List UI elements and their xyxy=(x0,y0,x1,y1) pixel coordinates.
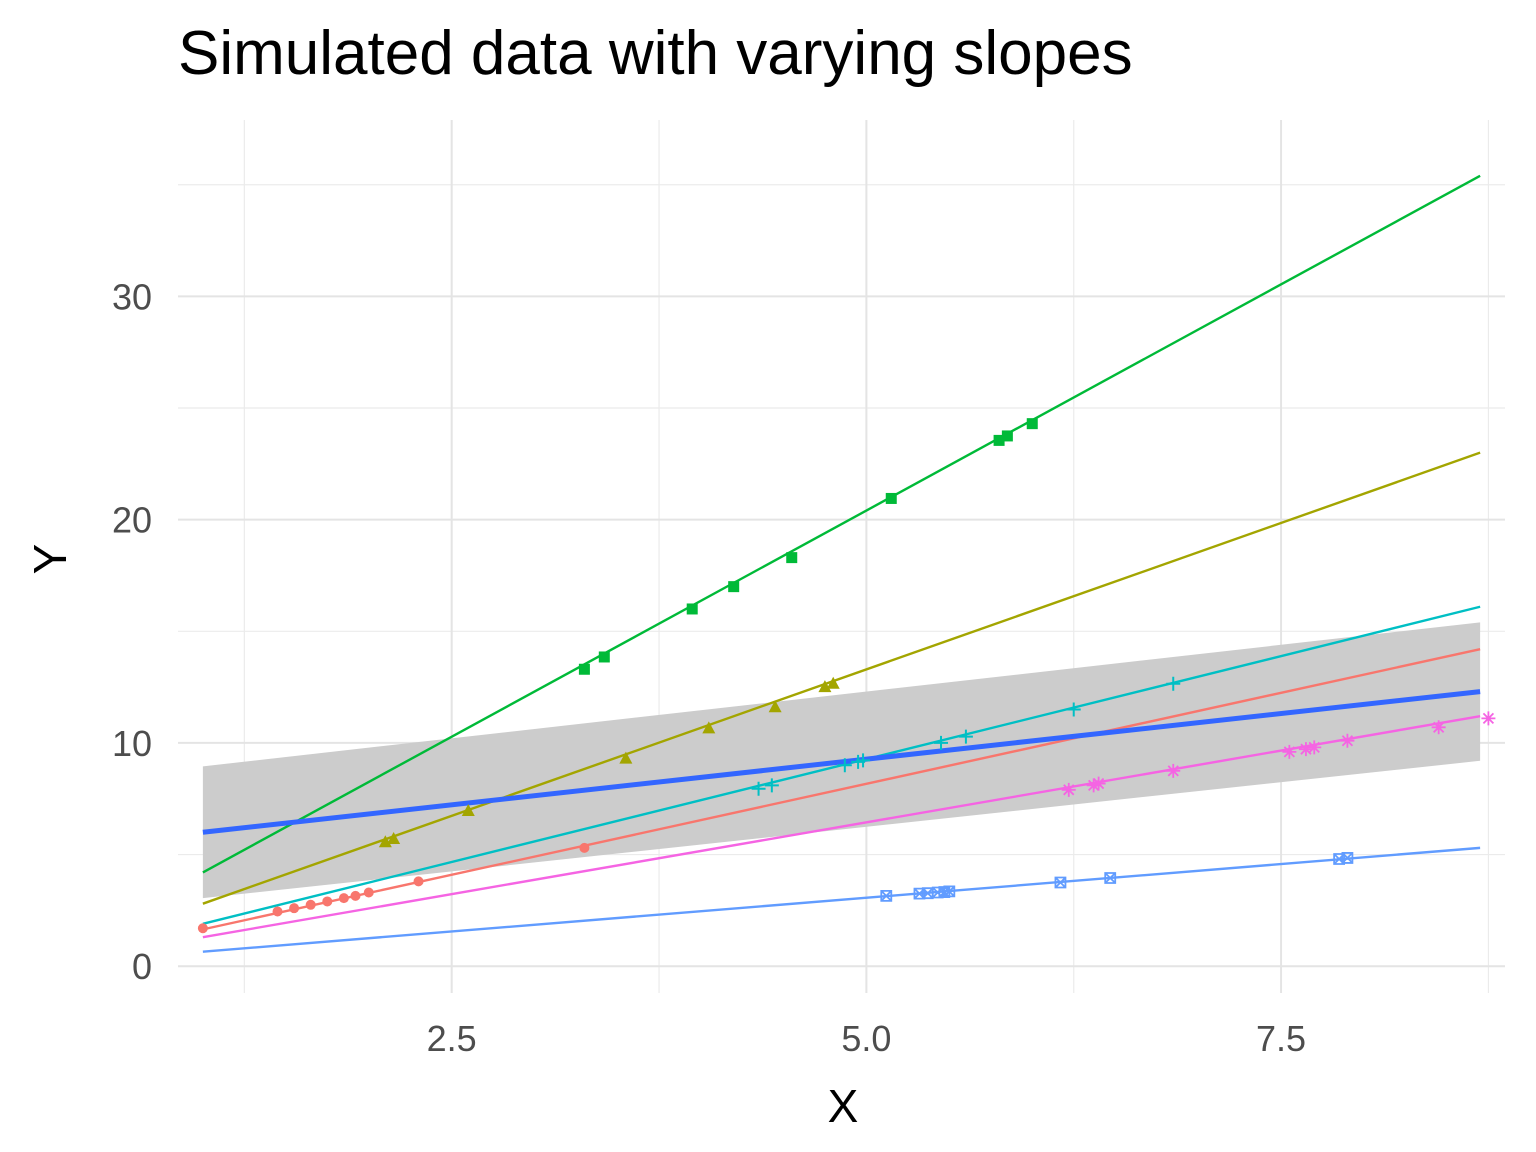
data-point-group-2 xyxy=(461,804,475,817)
data-point-group-1 xyxy=(322,896,333,907)
data-point-group-1 xyxy=(338,893,349,904)
data-point-group-4 xyxy=(751,781,766,796)
fit-line-group-2 xyxy=(202,451,1481,905)
data-point-group-4 xyxy=(764,778,779,793)
fit-lines xyxy=(202,174,1481,953)
x-tick-label: 2.5 xyxy=(427,1018,477,1059)
data-point-group-1 xyxy=(272,906,283,917)
data-point-group-2 xyxy=(768,700,782,713)
data-point-group-6 xyxy=(1307,740,1322,755)
data-point-group-4 xyxy=(934,735,949,750)
chart-title: Simulated data with varying slopes xyxy=(178,19,1133,88)
data-point-group-2 xyxy=(818,680,832,693)
data-point-group-3 xyxy=(786,552,798,564)
data-point-group-5 xyxy=(1104,872,1117,884)
data-point-group-6 xyxy=(1086,778,1101,793)
data-point-group-3 xyxy=(578,663,590,675)
data-point-group-1 xyxy=(305,899,316,910)
data-point-group-6 xyxy=(1091,776,1106,791)
data-point-group-5 xyxy=(1341,852,1354,864)
data-point-group-1 xyxy=(413,876,424,887)
data-point-group-4 xyxy=(1166,676,1181,691)
y-tick-label: 10 xyxy=(112,723,152,764)
data-point-group-3 xyxy=(1026,418,1038,430)
data-point-group-5 xyxy=(1054,876,1067,889)
data-point-group-3 xyxy=(1001,430,1013,442)
x-axis-title: X xyxy=(828,1080,859,1132)
data-point-group-2 xyxy=(619,751,633,764)
data-point-group-2 xyxy=(378,835,392,848)
data-point-group-1 xyxy=(197,923,208,934)
data-point-group-6 xyxy=(1431,720,1446,735)
major-gridlines xyxy=(178,120,1505,993)
data-point-group-1 xyxy=(289,903,300,914)
fit-line-group-3 xyxy=(202,174,1481,874)
data-point-group-4 xyxy=(958,729,973,744)
overall-fit xyxy=(202,689,1481,835)
data-point-group-1 xyxy=(579,842,590,853)
data-point-group-2 xyxy=(826,676,840,689)
overall-fit-line xyxy=(202,689,1481,835)
data-point-group-5 xyxy=(943,885,956,898)
y-tick-label: 30 xyxy=(112,276,152,317)
y-axis-title: Y xyxy=(24,544,76,575)
data-point-group-3 xyxy=(686,603,698,615)
x-tick-labels: 2.5 5.0 7.5 xyxy=(427,1018,1306,1059)
data-point-group-6 xyxy=(1481,711,1496,726)
data-points xyxy=(197,418,1496,934)
data-point-group-3 xyxy=(993,434,1005,446)
data-point-group-3 xyxy=(598,651,610,663)
data-point-group-2 xyxy=(702,721,716,734)
data-point-group-3 xyxy=(885,492,897,504)
data-point-group-4 xyxy=(837,758,852,773)
data-point-group-3 xyxy=(728,581,740,593)
data-point-group-4 xyxy=(1066,702,1081,717)
y-tick-labels: 0 10 20 30 xyxy=(112,276,152,987)
data-point-group-6 xyxy=(1061,782,1076,797)
data-point-group-6 xyxy=(1298,742,1313,757)
data-point-group-6 xyxy=(1166,763,1181,778)
data-point-group-5 xyxy=(880,889,893,902)
data-point-group-1 xyxy=(363,887,374,898)
data-point-group-2 xyxy=(387,831,401,844)
data-point-group-6 xyxy=(1340,733,1355,748)
x-tick-label: 7.5 xyxy=(1256,1018,1306,1059)
y-tick-label: 0 xyxy=(132,946,152,987)
fit-line-group-5 xyxy=(202,846,1481,953)
data-point-group-6 xyxy=(1282,744,1297,759)
fit-line-group-6 xyxy=(202,714,1481,939)
data-point-group-1 xyxy=(350,890,361,901)
data-point-group-4 xyxy=(856,753,871,768)
minor-gridlines xyxy=(178,120,1505,993)
y-tick-label: 20 xyxy=(112,500,152,541)
x-tick-label: 5.0 xyxy=(841,1018,891,1059)
